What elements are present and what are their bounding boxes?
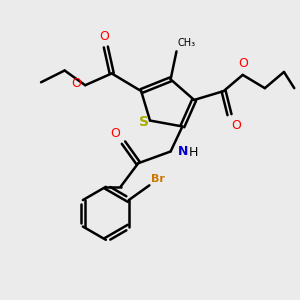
Text: O: O [71,77,81,90]
Text: O: O [231,119,241,132]
Text: O: O [99,29,109,43]
Text: N: N [178,145,188,158]
Text: S: S [139,115,148,129]
Text: O: O [111,127,121,140]
Text: Br: Br [151,174,165,184]
Text: O: O [238,58,248,70]
Text: H: H [189,146,198,159]
Text: CH₃: CH₃ [178,38,196,48]
